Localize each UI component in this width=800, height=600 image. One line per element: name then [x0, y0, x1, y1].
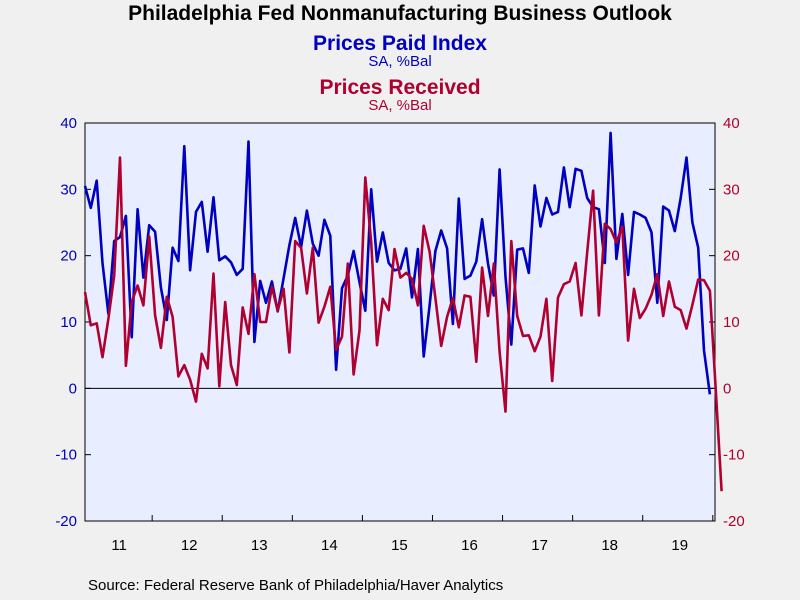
x-tick-label: 11 — [111, 537, 127, 554]
series2-title: Prices Received — [319, 76, 481, 99]
x-tick-label: 19 — [671, 537, 688, 554]
y-tick-label-left: -20 — [55, 513, 77, 530]
y-tick-label-right: 10 — [723, 314, 740, 331]
series1-title: Prices Paid Index — [313, 32, 487, 55]
x-tick-label: 14 — [321, 537, 338, 554]
axes-layer: -20 -20 -10 -10 0 0 10 10 20 20 30 30 40 40 11 12 13 14 15… — [55, 115, 744, 554]
series-layer — [83, 131, 723, 492]
y-tick-label-left: 30 — [60, 181, 77, 198]
prices-received-line — [83, 156, 723, 492]
y-tick-label-left: 20 — [60, 248, 77, 265]
y-tick-label-right: 40 — [723, 115, 740, 132]
series2-units: SA, %Bal — [368, 97, 432, 114]
y-tick-label-right: 30 — [723, 181, 740, 198]
plot-area — [84, 122, 716, 522]
x-tick-label: 18 — [601, 537, 618, 554]
x-tick-label: 12 — [181, 537, 198, 554]
y-tick-label-right: 20 — [723, 248, 740, 265]
y-tick-label-left: 40 — [60, 115, 77, 132]
series1-units: SA, %Bal — [368, 53, 432, 70]
y-tick-label-left: 0 — [69, 380, 77, 397]
chart-title: Philadelphia Fed Nonmanufacturing Busine… — [128, 2, 672, 25]
y-tick-label-right: -10 — [723, 447, 745, 464]
x-tick-label: 13 — [251, 537, 268, 554]
y-tick-label-left: -10 — [55, 447, 77, 464]
source-note: Source: Federal Reserve Bank of Philadel… — [88, 577, 504, 594]
x-tick-label: 16 — [461, 537, 478, 554]
y-tick-label-right: -20 — [723, 513, 745, 530]
y-tick-label-left: 10 — [60, 314, 77, 331]
x-tick-label: 17 — [531, 537, 548, 554]
x-tick-label: 15 — [391, 537, 408, 554]
y-tick-label-right: 0 — [723, 380, 731, 397]
